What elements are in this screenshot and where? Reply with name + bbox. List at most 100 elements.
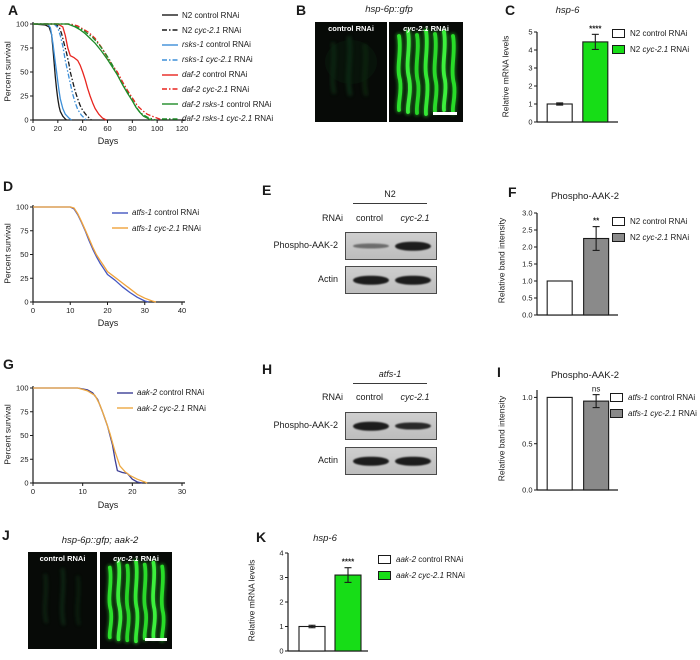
label-segment: N2 control RNAi (182, 10, 240, 20)
h-actin-blot (345, 447, 437, 475)
label-segment: rsks-1 cyc-2.1 (182, 55, 232, 65)
legend-label: N2 cyc-2.1 RNAi (630, 233, 689, 242)
legend-label: N2 cyc-2.1 RNAi (182, 26, 241, 35)
panel-label-e: E (262, 182, 272, 198)
label-segment: N2 (630, 44, 643, 54)
legend-line-swatch (162, 29, 178, 31)
b-title: hsp-6p::gfp (365, 4, 413, 15)
i-legend: atfs-1 control RNAi atfs-1 cyc-2.1 RNAi (610, 389, 697, 421)
label-segment: RNAi (676, 408, 697, 418)
tick-label: 0 (24, 479, 28, 488)
survival-curve-3 (33, 23, 87, 121)
legend-item: daf-2 cyc-2.1 RNAi (162, 82, 273, 97)
label-segment: N2 control RNAi (630, 28, 688, 38)
label-segment: RNAi (668, 44, 690, 54)
label-segment: atfs-1 cyc-2.1 (132, 223, 181, 233)
tick-label: 20 (128, 487, 136, 496)
e-phospho-band-control (353, 243, 389, 249)
k-bar-chart: 0 1 2 3 4 **** (279, 549, 368, 656)
tick-label: 100 (16, 384, 29, 393)
significance-label: ns (592, 385, 600, 394)
label-segment: control RNAi (224, 99, 272, 109)
d-survival-chart: 0 10 20 30 40 0 25 50 75 100 (16, 203, 186, 315)
legend-line-swatch (162, 59, 178, 61)
legend-item: aak-2 control RNAi (378, 551, 465, 567)
tick-label: 3.0 (522, 209, 532, 218)
tick-label: 4 (279, 549, 283, 558)
a-x-axis-label: Days (97, 136, 119, 146)
label-segment: atfs-1 (628, 392, 649, 402)
legend-label: aak-2 control RNAi (137, 388, 204, 397)
e-lane-cyc21: cyc-2.1 (394, 213, 436, 223)
tick-label: 50 (20, 431, 28, 440)
legend-label: daf-2 control RNAi (182, 70, 247, 79)
tick-label: 20 (54, 124, 62, 133)
bar-0 (546, 396, 573, 491)
f-y-axis-label: Relative band intensity (496, 217, 507, 304)
h-phospho-band-cyc21 (395, 422, 431, 430)
e-strain-header: N2 (353, 189, 427, 199)
legend-label: N2 control RNAi (630, 29, 687, 38)
label-segment: cyc-2.1 (113, 554, 139, 563)
tick-label: 0 (24, 116, 28, 125)
tick-label: 25 (20, 455, 28, 464)
panel-label-d: D (3, 178, 14, 194)
tick-label: 50 (20, 68, 28, 77)
tick-label: 1.0 (522, 277, 532, 286)
label-segment: cyc-2.1 (642, 44, 669, 54)
tick-label: 75 (20, 407, 28, 416)
b-micrograph-cyc21: cyc-2.1 RNAi (389, 22, 463, 122)
legend-item: N2 control RNAi (612, 213, 689, 229)
b-micrograph-control: control RNAi (315, 22, 387, 122)
legend-line-swatch (112, 227, 128, 229)
label-segment: RNAi (428, 24, 449, 33)
legend-item: daf-2 rsks-1 cyc-2.1 RNAi (162, 112, 273, 127)
legend-item: atfs-1 cyc-2.1 RNAi (112, 221, 201, 237)
label-segment: RNAi (180, 223, 201, 233)
h-lane-cyc21: cyc-2.1 (394, 392, 436, 402)
tick-label: 80 (128, 124, 136, 133)
legend-line-swatch (117, 392, 133, 394)
bar-0 (546, 280, 573, 316)
a-survival-chart: 0 20 40 60 80 100 120 0 25 50 75 100 (16, 20, 188, 133)
legend-line-swatch (162, 73, 178, 76)
label-segment: aak-2 (396, 554, 417, 564)
h-header-underline (353, 383, 427, 384)
j-micrograph-control: control RNAi (28, 552, 97, 649)
label-segment: cyc-2.1 (194, 25, 221, 35)
tick-label: 0 (528, 118, 532, 127)
bar-1 (334, 574, 362, 652)
e-actin-band-control (353, 275, 389, 285)
tick-label: 0 (24, 298, 28, 307)
bar-1 (583, 237, 610, 316)
tick-label: 4 (528, 46, 532, 55)
label-segment: RNAi (231, 55, 253, 65)
label-segment: RNAi (220, 25, 242, 35)
e-phospho-blot (345, 232, 437, 260)
k-title: hsp-6 (313, 533, 337, 544)
f-bar-chart: 0.0 0.5 1.0 1.5 2.0 2.5 3.0 ** (522, 209, 618, 320)
e-header-underline (353, 203, 427, 204)
d-legend: atfs-1 control RNAi atfs-1 cyc-2.1 RNAi (112, 205, 201, 236)
b-cyc21-label: cyc-2.1 RNAi (389, 24, 463, 33)
j-title: hsp-6p::gfp; aak-2 (61, 535, 139, 546)
panel-label-f: F (508, 184, 517, 200)
legend-label: atfs-1 cyc-2.1 RNAi (628, 409, 697, 418)
h-phospho-band-control (353, 421, 389, 431)
legend-item: N2 control RNAi (612, 25, 689, 41)
legend-color-swatch (378, 570, 391, 580)
tick-label: 0 (31, 124, 35, 133)
h-phospho-label: Phospho-AAK-2 (273, 420, 338, 430)
label-segment: RNAi (444, 570, 465, 580)
tick-label: 1.0 (522, 393, 532, 402)
legend-line-swatch (162, 88, 178, 91)
legend-item: daf-2 control RNAi (162, 67, 273, 82)
survival-curve-7 (33, 23, 157, 121)
k-legend: aak-2 control RNAi aak-2 cyc-2.1 RNAi (378, 551, 465, 583)
legend-item: aak-2 cyc-2.1 RNAi (117, 401, 206, 417)
e-actin-band-cyc21 (395, 275, 431, 285)
e-lane-control: control (347, 213, 392, 223)
bar-0 (298, 625, 326, 652)
tick-label: 25 (20, 274, 28, 283)
label-segment: daf-2 rsks-1 cyc-2.1 (182, 114, 253, 124)
